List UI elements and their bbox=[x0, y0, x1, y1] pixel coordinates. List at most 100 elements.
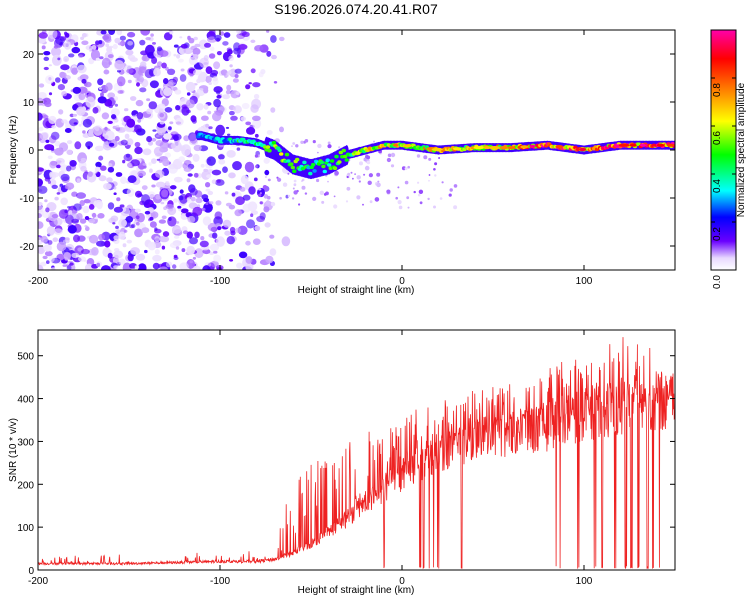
noise-blob bbox=[126, 138, 134, 146]
noise-blob bbox=[141, 194, 151, 206]
signal-peak bbox=[483, 146, 491, 150]
noise-blob bbox=[230, 115, 238, 121]
noise-blob bbox=[66, 69, 71, 73]
noise-blob bbox=[119, 35, 126, 41]
noise-blob bbox=[419, 201, 423, 205]
signal-peak bbox=[452, 147, 462, 151]
noise-blob bbox=[228, 204, 236, 210]
noise-blob bbox=[222, 219, 232, 228]
noise-blob bbox=[179, 36, 183, 39]
noise-blob bbox=[147, 241, 156, 251]
noise-blob bbox=[252, 82, 261, 88]
noise-blob bbox=[186, 197, 190, 202]
noise-blob bbox=[209, 46, 215, 51]
noise-blob bbox=[173, 256, 179, 261]
noise-blob bbox=[225, 72, 230, 77]
snr-y-label: SNR (10 * v/v) bbox=[8, 418, 19, 482]
noise-blob bbox=[38, 32, 48, 39]
noise-blob bbox=[282, 182, 288, 187]
noise-blob bbox=[190, 196, 196, 202]
noise-blob bbox=[232, 161, 242, 171]
spectrogram-y-label: Frequency (Hz) bbox=[8, 116, 19, 185]
noise-blob bbox=[225, 89, 231, 95]
noise-blob bbox=[218, 159, 226, 165]
noise-blob bbox=[226, 47, 232, 52]
noise-blob bbox=[66, 149, 73, 155]
noise-blob bbox=[100, 92, 104, 97]
noise-blob bbox=[134, 228, 143, 238]
noise-blob bbox=[277, 177, 282, 182]
noise-blob bbox=[215, 124, 226, 137]
noise-blob bbox=[327, 141, 331, 145]
x-tick-label: -100 bbox=[210, 576, 230, 587]
noise-blob bbox=[319, 190, 324, 195]
noise-blob bbox=[186, 245, 195, 255]
noise-blob bbox=[416, 154, 421, 158]
noise-blob bbox=[116, 76, 126, 87]
signal-peak bbox=[578, 147, 587, 152]
noise-blob bbox=[134, 141, 141, 148]
noise-blob bbox=[49, 160, 57, 169]
noise-blob bbox=[208, 251, 215, 255]
noise-blob bbox=[234, 209, 242, 217]
noise-blob bbox=[356, 195, 361, 200]
noise-blob bbox=[179, 74, 187, 82]
noise-blob bbox=[227, 133, 231, 136]
noise-blob bbox=[358, 180, 361, 183]
noise-blob bbox=[235, 196, 245, 206]
noise-blob bbox=[60, 173, 70, 182]
noise-blob bbox=[93, 199, 104, 208]
noise-blob bbox=[44, 144, 55, 151]
noise-blob bbox=[55, 77, 61, 83]
noise-blob bbox=[418, 189, 424, 194]
signal-peak bbox=[651, 143, 657, 147]
noise-blob bbox=[38, 261, 41, 266]
noise-blob bbox=[74, 141, 82, 150]
noise-blob bbox=[48, 30, 58, 40]
noise-blob bbox=[104, 135, 109, 140]
noise-blob bbox=[212, 112, 222, 122]
x-tick-label: -200 bbox=[28, 276, 48, 287]
noise-blob bbox=[69, 113, 75, 118]
noise-blob bbox=[223, 32, 231, 38]
noise-blob bbox=[108, 30, 116, 35]
noise-blob bbox=[192, 153, 200, 162]
noise-blob bbox=[156, 126, 166, 136]
noise-blob bbox=[163, 133, 172, 140]
noise-blob bbox=[214, 211, 223, 220]
noise-blob bbox=[125, 216, 134, 223]
noise-blob bbox=[56, 192, 61, 195]
noise-blob bbox=[433, 205, 436, 209]
noise-blob bbox=[85, 141, 93, 149]
noise-blob bbox=[155, 194, 161, 200]
noise-blob bbox=[209, 30, 216, 36]
noise-blob bbox=[186, 231, 193, 239]
noise-blob bbox=[226, 84, 232, 91]
noise-blob bbox=[205, 66, 213, 74]
signal-peak bbox=[393, 143, 399, 147]
noise-blob bbox=[264, 169, 270, 176]
noise-blob bbox=[165, 203, 174, 210]
noise-blob bbox=[178, 58, 184, 63]
noise-blob bbox=[168, 217, 172, 221]
noise-blob bbox=[263, 157, 270, 164]
noise-blob bbox=[168, 126, 172, 131]
signal-core bbox=[337, 160, 342, 164]
noise-blob bbox=[163, 78, 169, 85]
signal-peak bbox=[529, 144, 536, 148]
noise-blob bbox=[151, 184, 156, 188]
noise-blob bbox=[141, 227, 150, 234]
spectrogram-y-axis: -20 -10 0 10 20 bbox=[20, 50, 675, 253]
noise-blob bbox=[258, 193, 262, 197]
noise-blob bbox=[134, 208, 141, 213]
noise-blob bbox=[364, 165, 370, 171]
noise-blob bbox=[54, 147, 64, 156]
noise-blob bbox=[84, 263, 94, 270]
noise-blob bbox=[279, 126, 284, 133]
noise-blob bbox=[127, 253, 134, 262]
signal-peak bbox=[640, 143, 646, 147]
noise-blob bbox=[120, 176, 127, 184]
colorbar-tick-label: 0.6 bbox=[712, 131, 723, 145]
noise-blob bbox=[54, 196, 59, 201]
noise-blob bbox=[407, 165, 411, 169]
